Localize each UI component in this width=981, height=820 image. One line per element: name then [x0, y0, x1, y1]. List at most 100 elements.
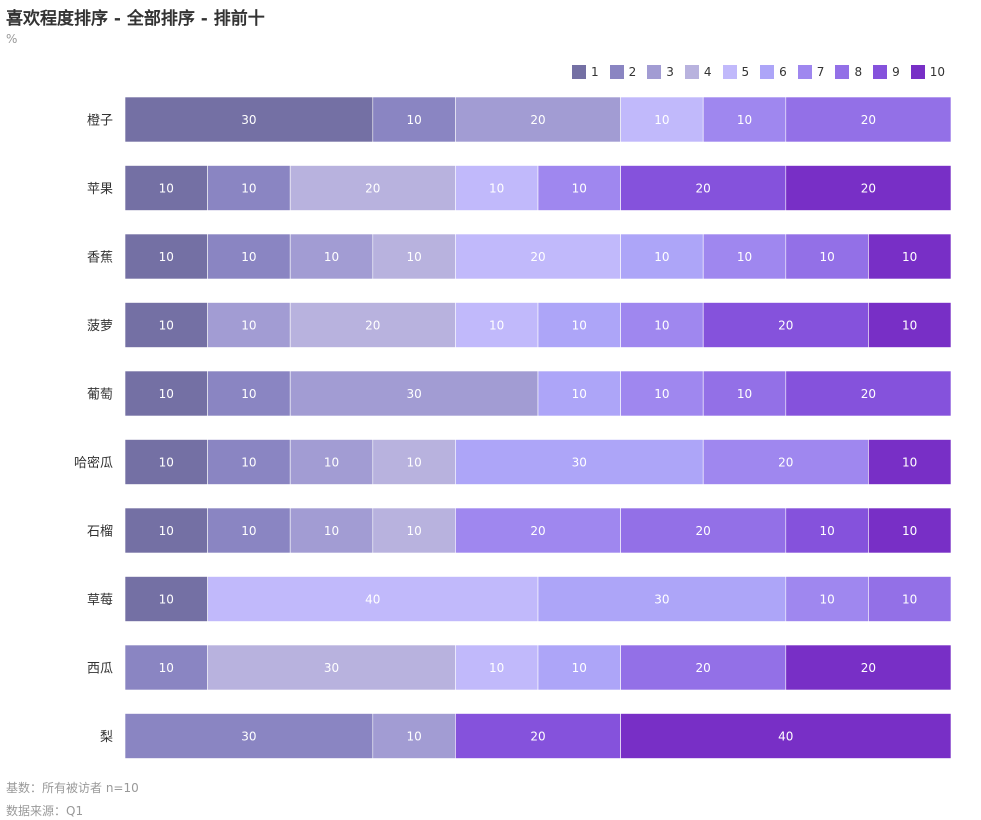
- bar-segment[interactable]: [537, 576, 787, 622]
- bar-segment[interactable]: [455, 165, 539, 211]
- bar-segment[interactable]: [537, 644, 621, 691]
- data-label: 10: [572, 661, 587, 675]
- bar-segment[interactable]: [455, 507, 621, 554]
- bar-segment[interactable]: [620, 302, 704, 348]
- data-label: 20: [861, 387, 876, 401]
- bar-segment[interactable]: [620, 507, 787, 554]
- data-label: 30: [241, 113, 256, 127]
- bar-segment[interactable]: [124, 644, 208, 691]
- category-label: 梨: [100, 730, 113, 745]
- bar-segment[interactable]: [124, 96, 374, 143]
- legend-swatch: [873, 65, 888, 79]
- bar-segment[interactable]: [620, 96, 704, 143]
- bar-segment[interactable]: [289, 302, 456, 348]
- bar-segment[interactable]: [537, 302, 621, 348]
- data-label: 20: [530, 113, 545, 127]
- bar-segment[interactable]: [207, 507, 291, 554]
- data-label: 10: [159, 250, 174, 264]
- data-label: 10: [572, 182, 587, 196]
- bar-segment[interactable]: [289, 507, 374, 554]
- data-label: 10: [241, 456, 256, 470]
- data-label: 20: [530, 250, 545, 264]
- bar-segment[interactable]: [785, 96, 952, 143]
- bar-segment[interactable]: [785, 644, 952, 691]
- data-label: 10: [241, 387, 256, 401]
- data-label: 40: [778, 730, 793, 744]
- bar-segment[interactable]: [785, 233, 869, 280]
- data-label: 10: [819, 524, 834, 538]
- legend-item-7[interactable]: 7: [797, 65, 824, 79]
- legend-item-6[interactable]: 6: [760, 65, 787, 79]
- bar-segment[interactable]: [868, 507, 952, 554]
- data-label: 10: [406, 524, 421, 538]
- bar-segment[interactable]: [207, 165, 291, 211]
- bar-segment[interactable]: [124, 233, 208, 280]
- bar-segment[interactable]: [537, 370, 621, 417]
- bar-segment[interactable]: [289, 165, 456, 211]
- data-label: 10: [819, 593, 834, 607]
- legend-item-5[interactable]: 5: [722, 65, 749, 79]
- bar-segment[interactable]: [702, 302, 869, 348]
- bar-segment[interactable]: [620, 713, 952, 759]
- bar-segment[interactable]: [785, 165, 952, 211]
- bar-segment[interactable]: [868, 576, 952, 622]
- bar-segment[interactable]: [124, 302, 208, 348]
- bar-segment[interactable]: [207, 439, 291, 485]
- category-label: 草莓: [87, 593, 113, 608]
- bar-segment[interactable]: [702, 370, 787, 417]
- bar-segment[interactable]: [785, 370, 952, 417]
- legend-label: 8: [854, 65, 863, 79]
- bar-segment[interactable]: [124, 713, 374, 759]
- bar-segment[interactable]: [207, 644, 456, 691]
- category-label: 西瓜: [87, 662, 113, 677]
- legend-item-9[interactable]: 9: [873, 65, 900, 79]
- bar-segment[interactable]: [785, 576, 869, 622]
- bar-segment[interactable]: [620, 644, 787, 691]
- data-label: 30: [654, 593, 669, 607]
- bar-segment[interactable]: [207, 576, 539, 622]
- category-label: 香蕉: [87, 251, 113, 266]
- data-label: 20: [530, 730, 545, 744]
- bar-segment[interactable]: [124, 165, 208, 211]
- bar-segment[interactable]: [455, 713, 621, 759]
- data-label: 20: [696, 524, 711, 538]
- bar-segment[interactable]: [372, 233, 456, 280]
- bar-segment[interactable]: [124, 370, 208, 417]
- bar-segment[interactable]: [455, 439, 704, 485]
- category-label: 石榴: [87, 525, 113, 540]
- legend-item-4[interactable]: 4: [684, 65, 712, 79]
- bar-segment[interactable]: [455, 302, 539, 348]
- bar-segment[interactable]: [868, 439, 952, 485]
- legend-item-8[interactable]: 8: [835, 65, 862, 79]
- bar-segment[interactable]: [289, 370, 539, 417]
- bar-segment[interactable]: [372, 507, 456, 554]
- bar-segment[interactable]: [372, 713, 456, 759]
- bar-segment[interactable]: [455, 96, 621, 143]
- bar-segment[interactable]: [372, 96, 456, 143]
- bar-segment[interactable]: [702, 439, 869, 485]
- bar-segment[interactable]: [455, 644, 539, 691]
- bar-segment[interactable]: [207, 370, 291, 417]
- bar-segment[interactable]: [868, 302, 952, 348]
- bar-segment[interactable]: [785, 507, 869, 554]
- bar-segment[interactable]: [620, 233, 704, 280]
- bar-segment[interactable]: [124, 507, 208, 554]
- legend-label: 9: [892, 65, 900, 79]
- bar-segment[interactable]: [124, 576, 208, 622]
- bar-segment[interactable]: [702, 233, 787, 280]
- legend-label: 1: [590, 65, 599, 79]
- data-label: 10: [324, 456, 339, 470]
- legend-item-2[interactable]: 2: [609, 65, 637, 79]
- legend-item-10[interactable]: 10: [910, 65, 945, 79]
- data-label: 20: [365, 182, 380, 196]
- bar-segment[interactable]: [372, 439, 456, 485]
- legend-item-1[interactable]: 1: [571, 65, 599, 79]
- bar-segment[interactable]: [702, 96, 787, 143]
- bar-segment[interactable]: [207, 302, 291, 348]
- data-label: 10: [902, 593, 917, 607]
- data-label: 10: [572, 387, 587, 401]
- bar-segment[interactable]: [868, 233, 952, 280]
- bar-segment[interactable]: [124, 439, 208, 485]
- legend-item-3[interactable]: 3: [647, 65, 674, 79]
- legend-label: 2: [628, 65, 637, 79]
